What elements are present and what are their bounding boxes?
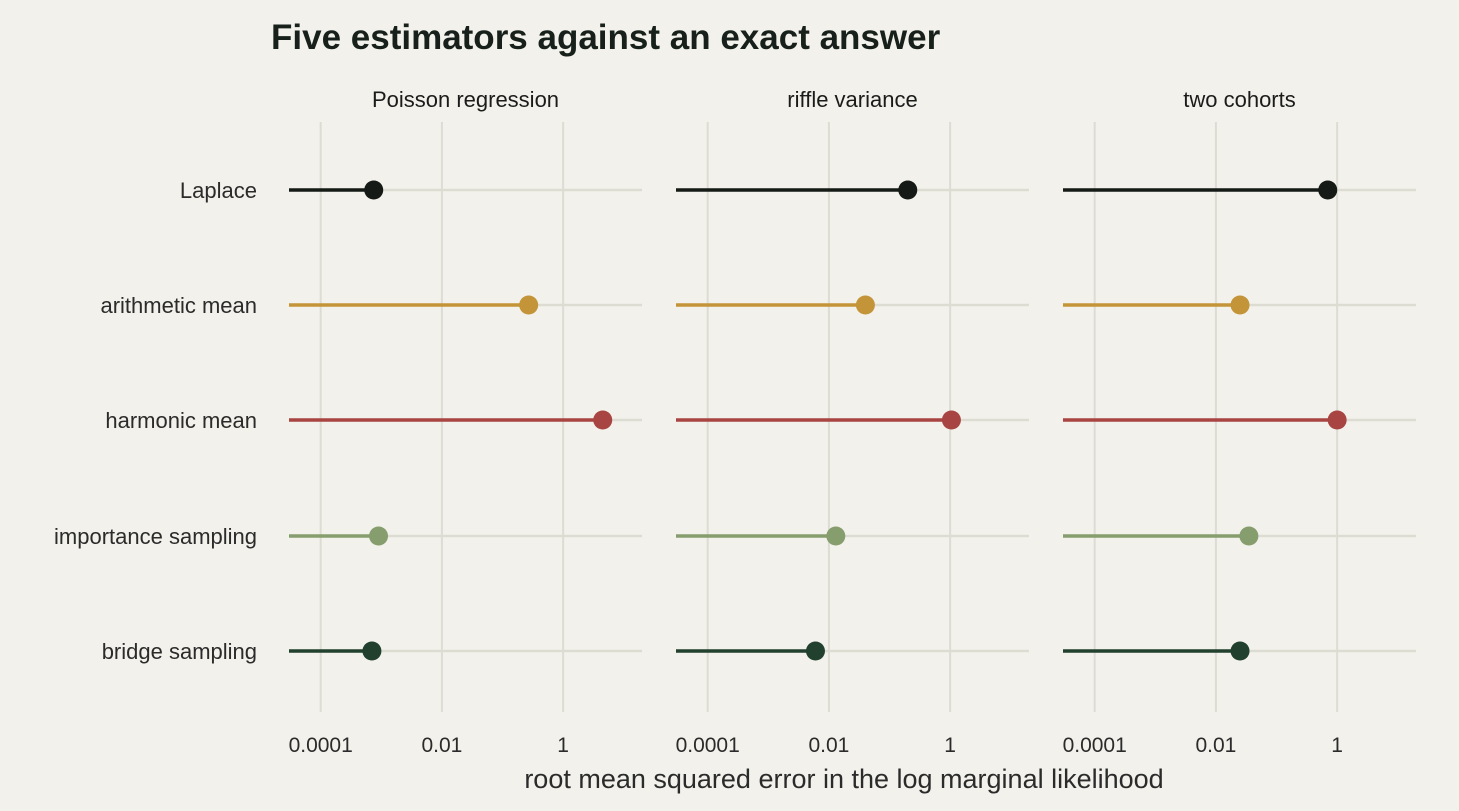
x-tick-label: 1 [944,734,956,757]
x-tick-label: 0.0001 [289,734,353,757]
chart-title: Five estimators against an exact answer [271,18,941,57]
point-riffle-variance-importance-sampling [826,526,846,546]
point-poisson-regression-importance-sampling [369,526,389,546]
point-two-cohorts-laplace [1318,180,1338,200]
point-riffle-variance-bridge-sampling [805,641,825,661]
facet-title-poisson-regression: Poisson regression [372,87,559,112]
marks-layer [289,180,1347,661]
y-tick-label-laplace: Laplace [180,178,257,203]
x-tick-label: 0.0001 [676,734,740,757]
x-tick-label: 0.01 [808,734,849,757]
point-riffle-variance-arithmetic-mean [855,295,875,315]
point-riffle-variance-laplace [898,180,918,200]
grid-layer [289,122,1416,712]
facet-title-two-cohorts: two cohorts [1183,87,1296,112]
x-tick-label: 0.0001 [1063,734,1127,757]
x-tick-label: 1 [1331,734,1343,757]
point-poisson-regression-laplace [364,180,384,200]
x-tick-label: 1 [557,734,569,757]
y-tick-label-bridge-sampling: bridge sampling [102,639,257,664]
point-two-cohorts-harmonic-mean [1327,410,1347,430]
point-poisson-regression-arithmetic-mean [519,295,539,315]
x-tick-label: 0.01 [421,734,462,757]
point-poisson-regression-bridge-sampling [362,641,382,661]
point-two-cohorts-importance-sampling [1239,526,1259,546]
point-two-cohorts-arithmetic-mean [1230,295,1250,315]
x-axis-label: root mean squared error in the log margi… [524,764,1163,794]
facet-title-riffle-variance: riffle variance [787,87,917,112]
y-tick-label-harmonic-mean: harmonic mean [105,408,257,433]
point-poisson-regression-harmonic-mean [593,410,613,430]
x-tick-label: 0.01 [1195,734,1236,757]
point-riffle-variance-harmonic-mean [941,410,961,430]
point-two-cohorts-bridge-sampling [1230,641,1250,661]
labels-layer: Laplace arithmetic mean harmonic mean impor… [54,87,1343,757]
y-tick-label-arithmetic-mean: arithmetic mean [100,293,257,318]
y-tick-label-importance-sampling: importance sampling [54,524,257,549]
